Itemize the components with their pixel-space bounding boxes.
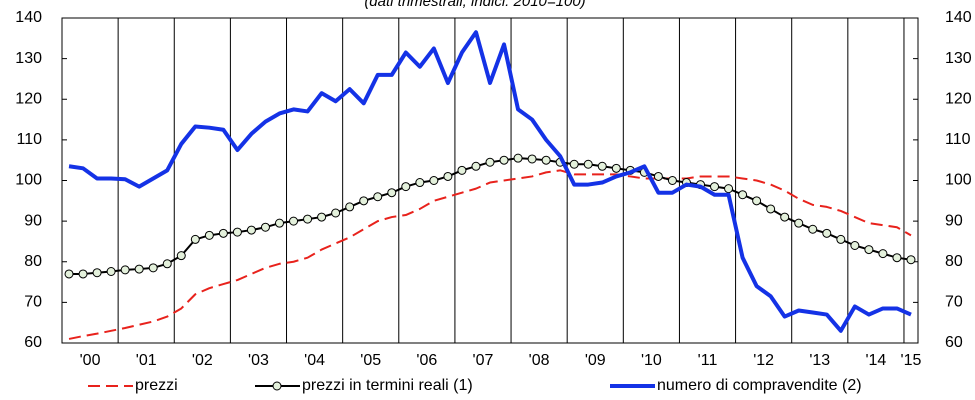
series-marker — [569, 159, 579, 169]
series-marker — [485, 157, 495, 167]
y-tick-label: 70 — [24, 294, 42, 311]
series-marker — [92, 268, 102, 278]
series-marker — [275, 218, 285, 228]
series-marker — [415, 178, 425, 188]
series-marker — [345, 202, 355, 212]
series-marker — [864, 245, 874, 255]
series-marker — [499, 155, 509, 165]
chart-subtitle: (dati trimestrali; indici: 2010=100) — [364, 0, 585, 10]
series-marker — [906, 255, 916, 265]
y-tick-label: 100 — [15, 172, 42, 189]
y2-tick-label: 100 — [945, 172, 972, 189]
series-marker — [443, 171, 453, 181]
series-marker — [808, 224, 818, 234]
series-marker — [667, 176, 677, 185]
plot-frame — [61, 17, 919, 344]
legend-label: numero di compravendite (2) — [657, 377, 862, 394]
series-marker — [471, 161, 481, 171]
y-tick-label: 80 — [24, 253, 42, 270]
x-tick-label: '07 — [473, 352, 494, 369]
series-marker — [583, 159, 593, 169]
series-marker — [513, 153, 523, 163]
y-tick-label: 110 — [16, 131, 42, 148]
series-marker — [148, 263, 158, 273]
x-tick-label: '05 — [360, 352, 381, 369]
y2-tick-label: 130 — [945, 50, 972, 67]
x-tick-label: '14 — [865, 352, 886, 369]
series-marker — [246, 225, 256, 235]
series-marker — [892, 253, 902, 263]
series-line — [68, 30, 912, 333]
series-marker — [204, 230, 214, 240]
y2-tick-label: 120 — [945, 90, 972, 107]
series-marker — [766, 204, 776, 214]
y2-tick-label: 80 — [945, 253, 963, 270]
x-tick-label: '11 — [698, 352, 718, 369]
series-marker — [653, 171, 663, 181]
series-marker — [359, 196, 369, 206]
x-tick-label: '12 — [753, 352, 774, 369]
x-tick-label: '03 — [248, 352, 269, 369]
series-marker — [794, 218, 804, 228]
legend-marker — [272, 381, 282, 391]
y-tick-label: 130 — [15, 50, 42, 67]
series-marker — [289, 216, 299, 226]
y2-tick-label: 90 — [945, 212, 963, 229]
series-marker — [738, 190, 748, 200]
x-tick-label: '15 — [901, 352, 922, 369]
series-marker — [752, 196, 762, 206]
legend-label: prezzi in termini reali (1) — [302, 377, 473, 394]
series-marker — [597, 161, 607, 171]
series-marker — [710, 182, 720, 192]
x-tick-label: '04 — [304, 352, 325, 369]
y-tick-label: 140 — [15, 9, 42, 26]
series-marker — [176, 251, 186, 261]
x-tick-label: '13 — [809, 352, 830, 369]
y-tick-label: 60 — [24, 334, 42, 351]
series-marker — [64, 269, 74, 279]
x-tick-label: '06 — [416, 352, 437, 369]
series-marker — [260, 222, 270, 232]
series-marker — [190, 234, 200, 244]
series-marker — [106, 267, 116, 276]
series-marker — [134, 264, 144, 274]
x-tick-label: '01 — [136, 352, 157, 369]
series-marker — [317, 212, 327, 222]
series-marker — [232, 227, 242, 237]
series-line — [68, 169, 912, 340]
series-marker — [780, 212, 790, 222]
x-tick-label: '10 — [641, 352, 662, 369]
series-marker — [218, 228, 228, 238]
x-tick-label: '00 — [80, 352, 101, 369]
series-marker — [836, 234, 846, 244]
y-tick-label: 120 — [15, 90, 42, 107]
series-marker — [541, 155, 551, 165]
series-marker — [850, 241, 860, 250]
y-tick-label: 90 — [24, 212, 42, 229]
series-marker — [162, 259, 172, 269]
series-marker — [527, 154, 537, 164]
series-marker — [878, 249, 888, 259]
series-marker — [401, 182, 411, 192]
x-tick-label: '08 — [529, 352, 550, 369]
x-tick-label: '02 — [192, 352, 213, 369]
series-marker — [78, 269, 88, 279]
series-marker — [387, 188, 397, 198]
series-marker — [303, 214, 313, 224]
series-marker — [724, 184, 734, 194]
y2-tick-label: 60 — [945, 334, 963, 351]
series-marker — [120, 265, 130, 275]
series-marker — [331, 208, 341, 218]
series-marker — [373, 192, 383, 202]
series-marker — [429, 176, 439, 185]
series-marker — [822, 228, 832, 238]
y2-tick-label: 70 — [945, 294, 963, 311]
series-marker — [611, 163, 621, 173]
x-tick-label: '09 — [585, 352, 606, 369]
legend-label: prezzi — [135, 377, 178, 394]
series-marker — [457, 165, 467, 175]
y2-tick-label: 140 — [945, 9, 972, 26]
y2-tick-label: 110 — [945, 131, 971, 148]
